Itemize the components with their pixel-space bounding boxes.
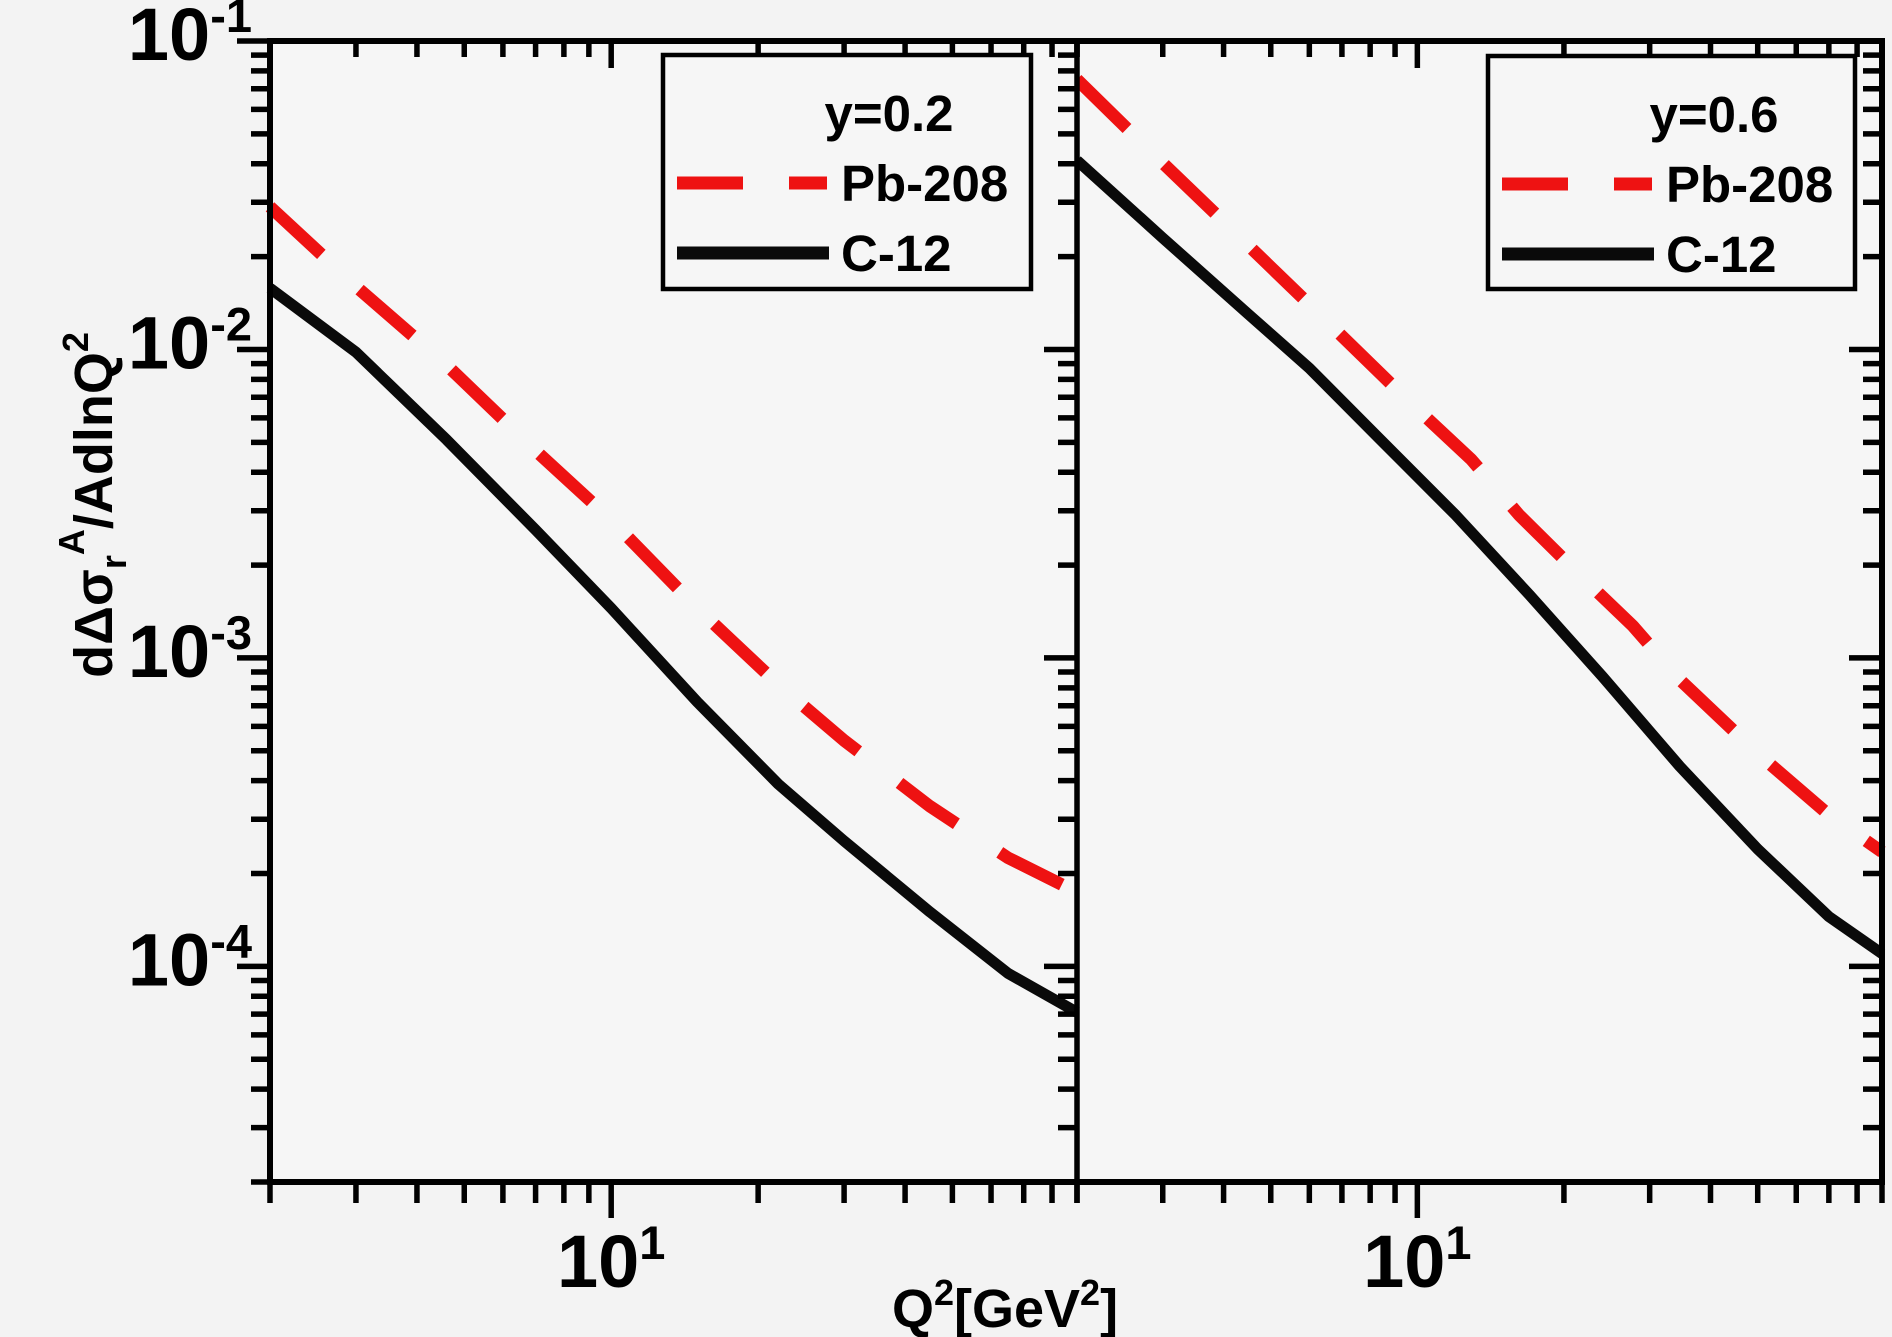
- panel-y=0.2-curves: [265, 202, 1080, 1018]
- data-curves: [265, 75, 1886, 1018]
- y-tick-label: 10-1: [128, 0, 252, 76]
- x-axis-title: Q2[GeV2]: [892, 1272, 1118, 1337]
- legend-panel-1: y=0.2 Pb-208 C-12: [660, 52, 1034, 292]
- curve-c-12: [266, 283, 1080, 1018]
- legend-panel-2: y=0.6 Pb-208 C-12: [1485, 53, 1858, 292]
- y-tick-label: 10-4: [128, 914, 252, 1001]
- y-axis-title: dΔσrA/AdlnQ2: [51, 332, 134, 678]
- tick-labels: 10-1 10-2 10-3 10-4 101 101: [128, 0, 1472, 1303]
- legend-label-pb208: Pb-208: [841, 155, 1008, 212]
- legend-title-y02: y=0.2: [824, 85, 953, 142]
- curve-pb-208: [265, 202, 1080, 898]
- panel-y=0.6-curves: [1077, 75, 1886, 959]
- curve-c-12: [1077, 156, 1886, 959]
- curve-pb-208: [1077, 75, 1886, 858]
- x-tick-label: 101: [1363, 1216, 1471, 1303]
- legend-label-c12: C-12: [1666, 226, 1777, 283]
- legend-title-y06: y=0.6: [1649, 86, 1778, 143]
- x-tick-label: 101: [557, 1216, 665, 1303]
- y-tick-label: 10-2: [128, 297, 252, 384]
- y-tick-label: 10-3: [128, 606, 252, 693]
- legend-label-c12: C-12: [841, 225, 952, 282]
- legend-label-pb208: Pb-208: [1666, 156, 1833, 213]
